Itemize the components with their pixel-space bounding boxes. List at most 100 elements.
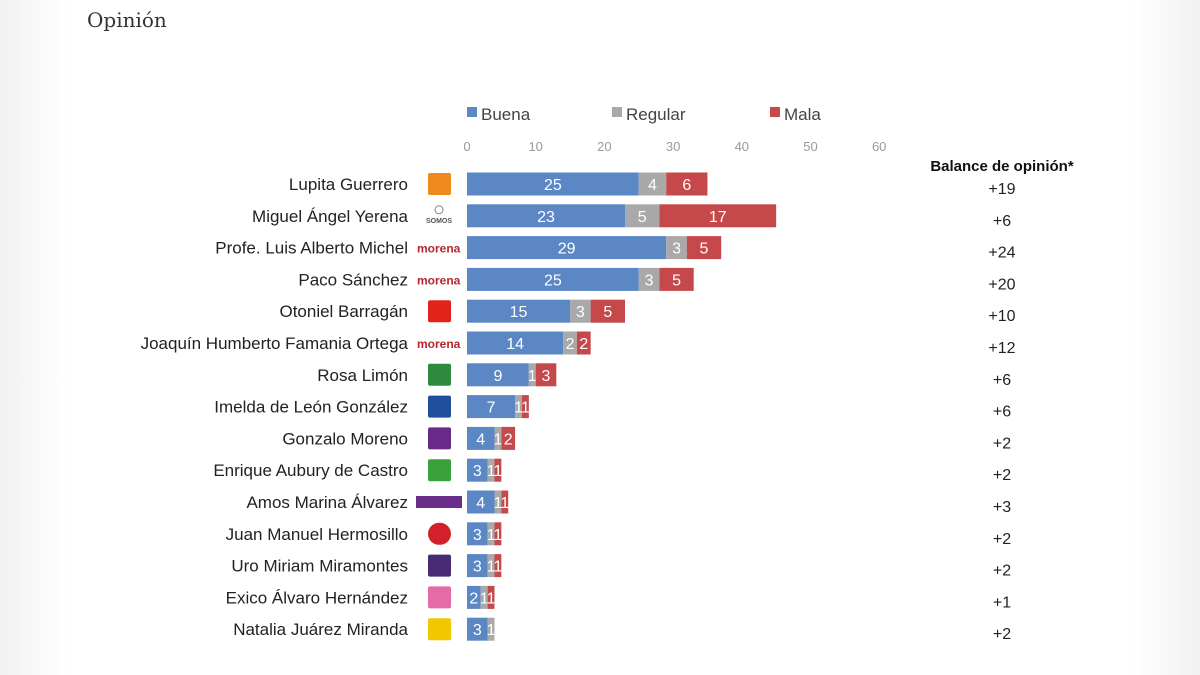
balance-value: +12 [988, 340, 1015, 357]
bar-regular [487, 458, 495, 482]
bar-value-label: 1 [493, 527, 502, 544]
bar-value-label: 3 [473, 463, 482, 480]
bar-regular [528, 363, 536, 387]
bar-mala [686, 236, 722, 260]
balance-value: +1 [993, 594, 1011, 611]
bar-value-label: 29 [558, 241, 576, 258]
balance-value: +3 [993, 499, 1011, 516]
x-tick-label: 0 [463, 139, 470, 154]
bar-value-label: 1 [493, 559, 502, 576]
candidate-label: Paco Sánchez [298, 270, 408, 289]
bar-value-label: 3 [473, 622, 482, 639]
bar-value-label: 5 [672, 272, 681, 289]
legend-swatch-mala [770, 107, 780, 117]
bar-value-label: 3 [576, 304, 585, 321]
bar-regular [487, 554, 495, 578]
bar-mala [535, 363, 557, 387]
bar-value-label: 2 [579, 336, 588, 353]
bar-buena [467, 299, 571, 323]
bar-buena [467, 236, 667, 260]
bar-buena [467, 585, 481, 609]
x-tick-label: 10 [528, 139, 542, 154]
balance-value: +6 [993, 213, 1011, 230]
bar-buena [467, 204, 626, 228]
balance-header: Balance de opinión* [930, 158, 1074, 175]
bar-value-label: 4 [648, 177, 657, 194]
bar-value-label: 3 [473, 559, 482, 576]
balance-value: +10 [988, 308, 1015, 325]
bar-value-label: 1 [493, 463, 502, 480]
bar-regular [570, 299, 591, 323]
bar-regular [638, 267, 660, 291]
morena-logo: morena [417, 242, 461, 256]
bar-value-label: 25 [544, 272, 562, 289]
morena-logo: morena [417, 273, 461, 287]
legend-label-regular: Regular [626, 105, 686, 124]
balance-value: +24 [988, 245, 1015, 262]
bar-value-label: 6 [682, 177, 691, 194]
balance-value: +6 [993, 372, 1011, 389]
balance-value: +2 [993, 467, 1011, 484]
bar-value-label: 2 [469, 590, 478, 607]
bar-buena [467, 522, 488, 546]
prd-logo [428, 618, 451, 641]
candidate-label: Amos Marina Álvarez [246, 493, 408, 512]
bar-regular [487, 617, 495, 641]
candidate-label: Uro Miriam Miramontes [231, 557, 408, 576]
pes-logo [428, 427, 451, 450]
bar-buena [467, 617, 488, 641]
bar-value-label: 1 [487, 622, 496, 639]
pri-logo [428, 363, 451, 386]
bar-value-label: 5 [700, 241, 709, 258]
verde-logo [428, 459, 451, 482]
bar-value-label: 3 [672, 241, 681, 258]
bar-value-label: 15 [510, 304, 528, 321]
balance-value: +2 [993, 563, 1011, 580]
futuro-logo [428, 554, 451, 577]
candidate-label: Miguel Ángel Yerena [252, 207, 409, 226]
candidate-label: Profe. Luis Alberto Michel [215, 239, 408, 258]
candidate-label: Joaquín Humberto Famania Ortega [141, 334, 409, 353]
bar-value-label: 5 [603, 304, 612, 321]
bar-mala [590, 299, 626, 323]
page-title: Opinión [87, 8, 167, 32]
bar-regular [515, 395, 522, 419]
balance-value: +20 [988, 276, 1015, 293]
mc-logo [428, 173, 451, 195]
legend-label-buena: Buena [481, 105, 531, 124]
somos-logo: SOMOS [426, 218, 452, 225]
fxm-logo [428, 586, 451, 609]
bar-buena [467, 395, 516, 419]
bar-mala [494, 554, 502, 578]
bar-regular [638, 172, 667, 196]
pan-logo [428, 395, 451, 418]
bar-mala [659, 204, 777, 228]
bar-value-label: 1 [500, 495, 509, 512]
right-shadow [1130, 0, 1200, 675]
bar-mala [487, 585, 495, 609]
candidate-label: Rosa Limón [317, 366, 408, 385]
bar-value-label: 1 [487, 463, 496, 480]
pt-logo [428, 300, 451, 323]
morena-logo: morena [417, 337, 461, 351]
bar-value-label: 5 [638, 209, 647, 226]
bar-value-label: 23 [537, 209, 555, 226]
candidate-label: Gonzalo Moreno [282, 429, 408, 448]
bar-buena [467, 490, 495, 514]
candidate-label: Imelda de León González [214, 398, 408, 417]
x-tick-label: 40 [735, 139, 749, 154]
balance-value: +2 [993, 531, 1011, 548]
bar-mala [659, 267, 694, 291]
x-tick-label: 30 [666, 139, 680, 154]
bar-regular [480, 585, 488, 609]
bar-buena [467, 172, 639, 196]
bar-value-label: 1 [487, 527, 496, 544]
bar-value-label: 1 [528, 368, 537, 385]
x-tick-label: 60 [872, 139, 886, 154]
balance-value: +19 [988, 181, 1015, 198]
bar-buena [467, 331, 564, 355]
candidate-label: Enrique Aubury de Castro [213, 461, 408, 480]
bar-mala [494, 522, 502, 546]
candidate-label: Natalia Juárez Miranda [233, 620, 408, 639]
